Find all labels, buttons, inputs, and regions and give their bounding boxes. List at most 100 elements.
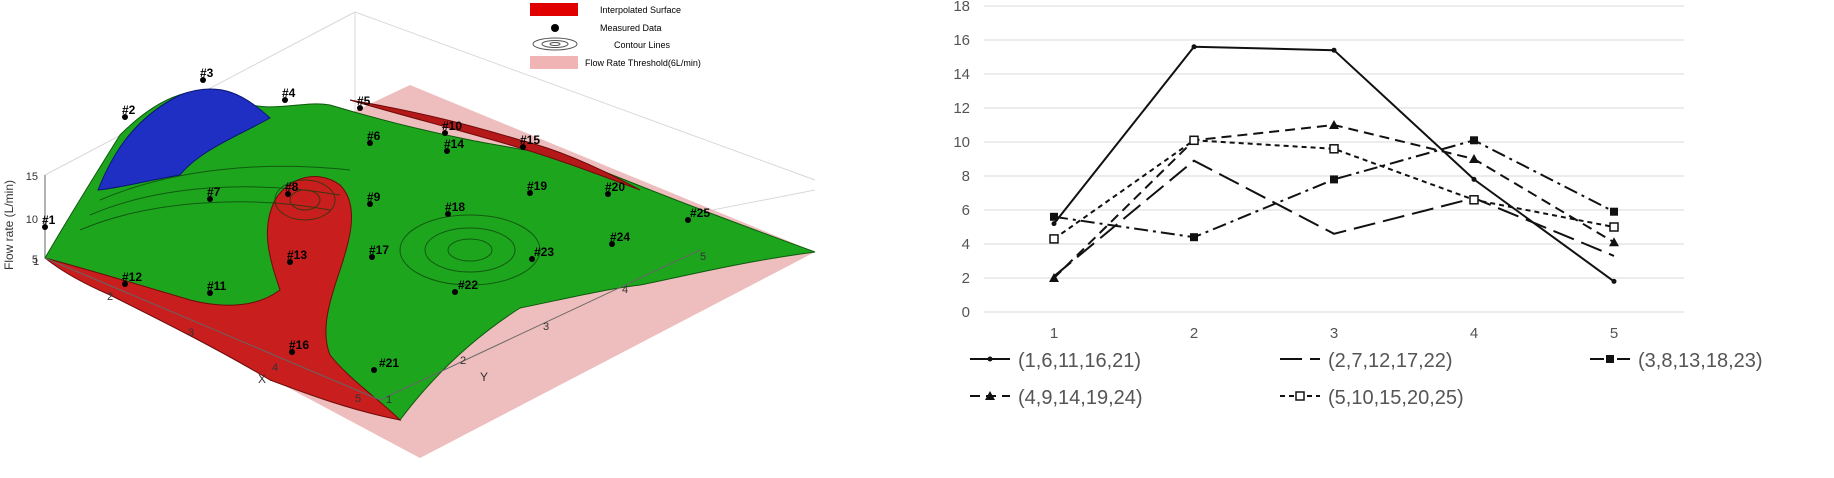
data-point xyxy=(529,256,535,262)
point-label: #20 xyxy=(605,180,625,194)
data-point xyxy=(1189,135,1199,146)
data-point xyxy=(1470,136,1478,145)
y-tick: 2 xyxy=(460,355,466,367)
y-tick: 1 xyxy=(386,394,392,406)
legend-label: Flow Rate Threshold(6L/min) xyxy=(585,58,701,68)
surface-high-region xyxy=(97,88,271,191)
point-label: #9 xyxy=(367,190,381,204)
data-point xyxy=(1051,221,1057,227)
series-line xyxy=(1053,139,1615,239)
point-label: #14 xyxy=(444,137,464,151)
y-axis: 1 2 3 4 5 Y xyxy=(379,249,706,406)
contour-lines xyxy=(79,165,541,286)
data-point xyxy=(609,241,615,247)
data-point xyxy=(369,254,375,260)
y-tick: 4 xyxy=(622,284,628,296)
surface-plot: 5 10 15 Flow rate (L/min) #1 #2 # xyxy=(0,0,820,473)
x-axis: 1 2 3 4 5 X xyxy=(33,256,381,405)
data-point xyxy=(1049,273,1059,282)
surface-plot-canvas: 5 10 15 Flow rate (L/min) #1 #2 # xyxy=(2,3,816,458)
legend-swatch-surface xyxy=(530,3,578,16)
point-label: #11 xyxy=(207,279,227,293)
y-tick-label: 14 xyxy=(953,66,970,83)
legend-label: (1,6,11,16,21) xyxy=(1018,350,1141,372)
x-tick-label: 5 xyxy=(1610,325,1618,342)
data-point xyxy=(520,144,526,150)
data-point xyxy=(1471,176,1477,182)
legend-marker xyxy=(1295,391,1305,401)
point-label: #13 xyxy=(287,248,307,262)
y-tick-label: 0 xyxy=(962,304,970,321)
x-tick: 2 xyxy=(107,291,113,303)
data-point xyxy=(289,349,295,355)
legend-marker xyxy=(987,356,993,362)
point-label: #22 xyxy=(458,278,478,292)
point-label: #4 xyxy=(282,86,296,100)
x-tick: 5 xyxy=(355,393,361,405)
point-label: #18 xyxy=(445,200,465,214)
legend-label: Contour Lines xyxy=(614,40,671,50)
y-axis-label: Y xyxy=(480,370,488,384)
z-axis: 5 10 15 Flow rate (L/min) xyxy=(2,171,46,270)
point-label: #5 xyxy=(357,94,371,108)
legend-swatch-threshold xyxy=(530,56,578,69)
point-label: #19 xyxy=(527,179,547,193)
data-point xyxy=(207,196,213,202)
data-point xyxy=(367,201,373,207)
legend-swatch-contour xyxy=(532,37,578,51)
point-label: #23 xyxy=(534,245,554,259)
y-tick-label: 2 xyxy=(962,270,970,287)
point-label: #10 xyxy=(442,119,462,133)
point-label: #25 xyxy=(690,206,710,220)
data-point xyxy=(285,191,291,197)
z-tick: 15 xyxy=(26,171,38,183)
data-point xyxy=(442,130,448,136)
x-tick-label: 1 xyxy=(1050,325,1058,342)
legend-label: (2,7,12,17,22) xyxy=(1328,350,1453,372)
data-point xyxy=(1330,175,1338,184)
y-tick-label: 16 xyxy=(953,32,970,49)
line-chart: 0 2 4 6 8 10 12 14 16 18 1 2 3 4 5 (1,6,11,16,21) (2,7,1… xyxy=(920,0,1834,473)
y-tick-label: 18 xyxy=(953,0,970,15)
point-label: #1 xyxy=(42,213,56,227)
data-point xyxy=(282,97,288,103)
series-line xyxy=(1053,139,1615,240)
data-point xyxy=(527,190,533,196)
point-label: #24 xyxy=(610,230,630,244)
y-tick: 5 xyxy=(700,251,706,263)
data-point xyxy=(207,290,213,296)
legend-label: Measured Data xyxy=(600,23,662,33)
data-point xyxy=(200,77,206,83)
data-point xyxy=(1049,234,1059,244)
data-point xyxy=(444,148,450,154)
data-point xyxy=(371,367,377,373)
data-point xyxy=(1609,222,1619,232)
point-label: #7 xyxy=(207,185,221,199)
legend-swatch-points xyxy=(551,24,559,32)
data-point xyxy=(122,281,128,287)
data-point xyxy=(685,217,691,223)
legend-label: (5,10,15,20,25) xyxy=(1328,387,1464,409)
data-point xyxy=(287,259,293,265)
data-point xyxy=(445,211,451,217)
data-point xyxy=(452,289,458,295)
z-tick: 10 xyxy=(26,214,38,226)
data-point xyxy=(1611,278,1617,284)
data-point xyxy=(1331,47,1337,53)
data-point xyxy=(357,105,363,111)
x-tick: 1 xyxy=(33,256,39,268)
data-point xyxy=(1610,207,1618,216)
y-tick-label: 8 xyxy=(962,168,970,185)
point-label: #8 xyxy=(285,180,299,194)
legend-label: (4,9,14,19,24) xyxy=(1018,387,1143,409)
data-point xyxy=(1469,154,1479,163)
y-tick-label: 12 xyxy=(953,100,970,117)
x-tick: 3 xyxy=(188,327,194,339)
y-tick: 3 xyxy=(543,321,549,333)
data-point xyxy=(1329,144,1339,154)
data-point xyxy=(1469,195,1479,205)
point-label: #2 xyxy=(122,103,136,117)
x-axis-label: X xyxy=(258,372,266,386)
surface-below-threshold xyxy=(44,176,402,421)
